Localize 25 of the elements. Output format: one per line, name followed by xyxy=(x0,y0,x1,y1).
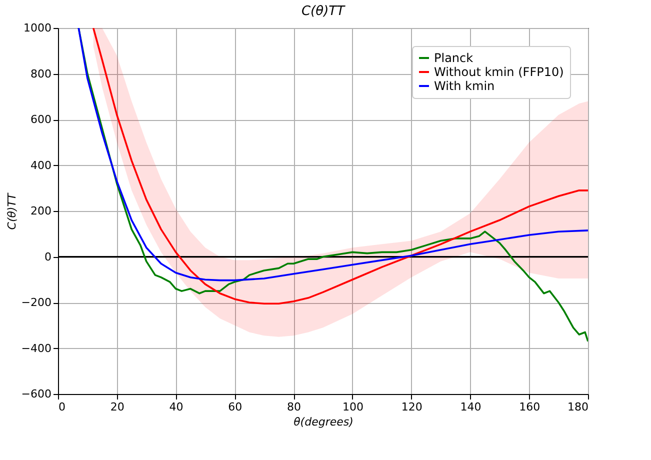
y-tick-label: 400 xyxy=(30,158,52,172)
x-tick-label: 0 xyxy=(58,400,66,414)
x-tick-label: 160 xyxy=(519,400,540,414)
y-tick-label: 1000 xyxy=(24,22,52,34)
y-axis-title: C(θ)TT xyxy=(5,192,18,230)
y-tick-label: 0 xyxy=(44,250,52,264)
legend-label: Without kmin (FFP10) xyxy=(434,65,564,79)
y-tick-label: 600 xyxy=(30,113,52,126)
x-tick-label: 40 xyxy=(169,400,184,414)
x-tick-label: 60 xyxy=(228,400,242,414)
chart-title: C(θ)TT xyxy=(301,4,346,19)
y-tick-label: 200 xyxy=(30,204,52,218)
x-tick-label: 20 xyxy=(110,400,124,414)
x-tick-label: 100 xyxy=(342,400,364,414)
y-tick-label: −600 xyxy=(21,388,52,400)
x-tick-label: 180 xyxy=(568,400,588,414)
legend-label: With kmin xyxy=(434,79,495,93)
x-tick-label: 80 xyxy=(287,400,302,414)
x-tick-label: 140 xyxy=(460,400,482,414)
y-tick-label: −400 xyxy=(21,342,52,355)
legend-label: Planck xyxy=(434,51,474,65)
y-tick-label: 800 xyxy=(30,67,52,80)
x-axis-title: θ(degrees) xyxy=(294,416,354,428)
y-tick-label: −200 xyxy=(21,296,52,309)
x-tick-label: 120 xyxy=(401,400,422,414)
